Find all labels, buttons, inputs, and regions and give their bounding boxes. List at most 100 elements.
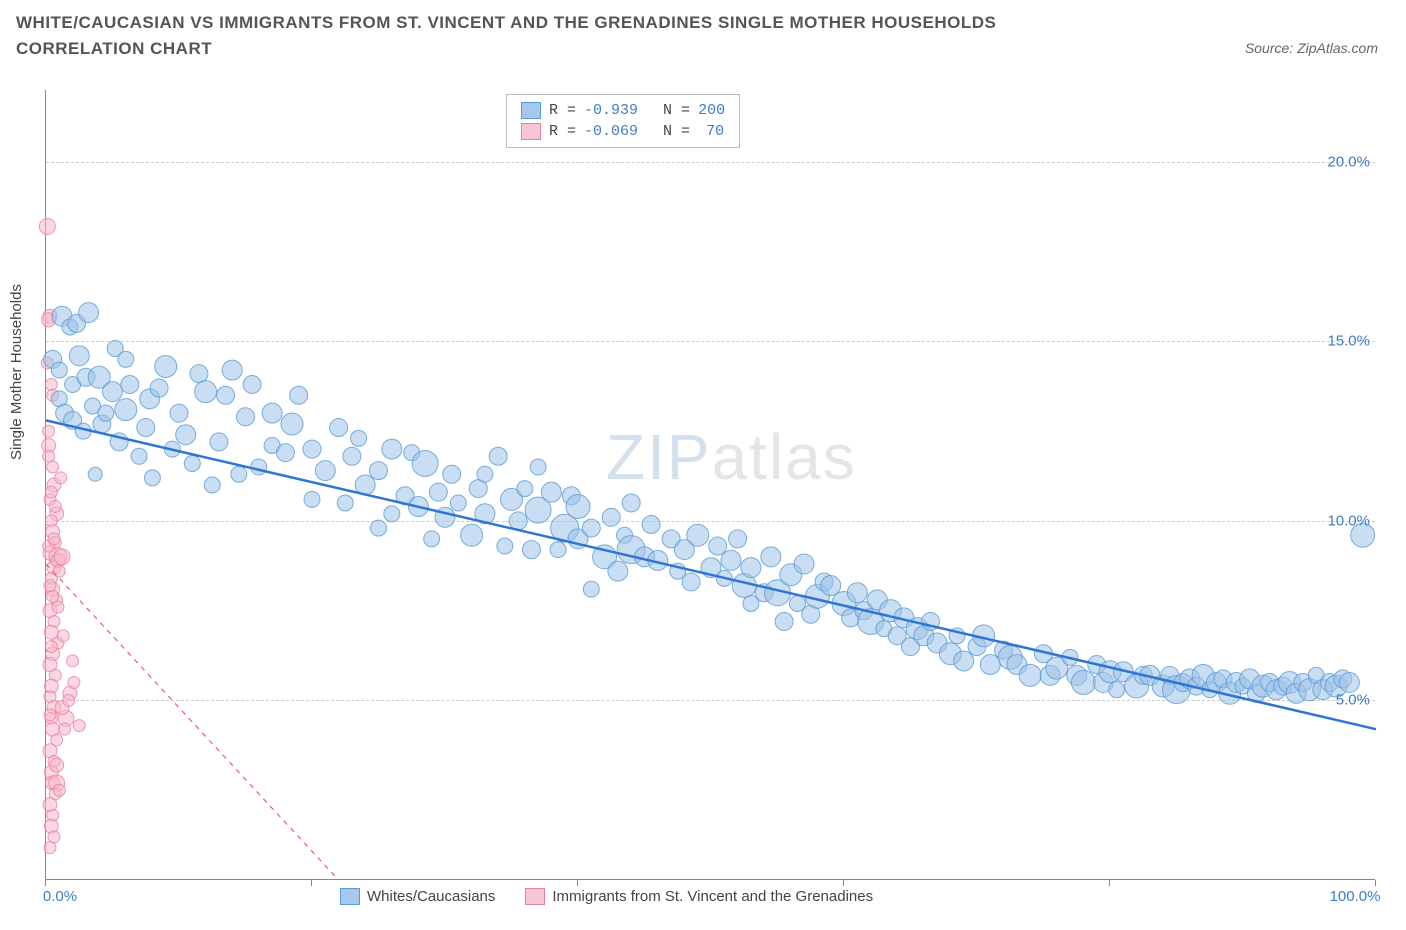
data-point: [43, 425, 55, 437]
pink-series-label: Immigrants from St. Vincent and the Gren…: [552, 888, 873, 905]
data-point: [48, 533, 60, 545]
pink-swatch-icon: [521, 123, 541, 140]
data-point: [52, 601, 64, 613]
data-point: [190, 365, 208, 383]
data-point: [45, 378, 57, 390]
data-point: [48, 831, 60, 843]
data-point: [231, 466, 247, 482]
data-point: [794, 554, 814, 574]
data-point: [709, 537, 727, 555]
data-point: [622, 494, 640, 512]
data-point: [370, 462, 388, 480]
data-point: [608, 561, 628, 581]
data-point: [775, 612, 793, 630]
data-point: [155, 356, 177, 378]
source-attribution: Source: ZipAtlas.com: [1245, 40, 1378, 56]
data-point: [73, 720, 85, 732]
data-point: [59, 723, 71, 735]
scatter-svg: [46, 90, 1376, 880]
x-tick-mark: [577, 880, 578, 886]
data-point: [1339, 673, 1359, 693]
data-point: [57, 630, 69, 642]
x-tick-mark: [843, 880, 844, 886]
chart-container: WHITE/CAUCASIAN VS IMMIGRANTS FROM ST. V…: [0, 0, 1406, 930]
y-tick-label: 15.0%: [1315, 333, 1370, 350]
data-point: [47, 461, 59, 473]
data-point: [821, 576, 841, 596]
data-point: [243, 375, 261, 393]
plot-area: ZIPatlas R = -0.939 N = 200 R = -0.069 N…: [45, 90, 1375, 880]
chart-title: WHITE/CAUCASIAN VS IMMIGRANTS FROM ST. V…: [16, 10, 1116, 61]
data-point: [103, 382, 123, 402]
data-point: [566, 495, 590, 519]
data-point: [602, 508, 620, 526]
data-point: [1071, 671, 1095, 695]
data-point: [262, 403, 282, 423]
data-point: [337, 495, 353, 511]
series-legend: Whites/Caucasians Immigrants from St. Vi…: [340, 888, 873, 905]
data-point: [63, 694, 75, 706]
blue-swatch-icon: [521, 102, 541, 119]
data-point: [1019, 664, 1041, 686]
data-point: [315, 461, 335, 481]
data-point: [45, 486, 57, 498]
x-tick-mark: [1375, 880, 1376, 886]
trend-line: [46, 564, 339, 880]
data-point: [55, 472, 67, 484]
data-point: [195, 381, 217, 403]
data-point: [39, 218, 55, 234]
data-point: [68, 677, 80, 689]
data-point: [343, 447, 361, 465]
data-point: [51, 362, 67, 378]
pink-r-value: -0.069: [584, 121, 638, 142]
data-point: [276, 444, 294, 462]
data-point: [54, 549, 70, 565]
data-point: [424, 531, 440, 547]
data-point: [210, 433, 228, 451]
data-point: [204, 477, 220, 493]
data-point: [98, 405, 114, 421]
data-point: [222, 360, 242, 380]
y-tick-label: 20.0%: [1315, 153, 1370, 170]
x-tick-mark: [311, 880, 312, 886]
data-point: [330, 419, 348, 437]
blue-n-value: 200: [698, 100, 725, 121]
data-point: [53, 565, 65, 577]
data-point: [847, 583, 867, 603]
data-point: [429, 483, 447, 501]
y-axis-label: Single Mother Households: [8, 284, 25, 460]
data-point: [384, 506, 400, 522]
data-point: [170, 404, 188, 422]
data-point: [69, 346, 89, 366]
data-point: [304, 491, 320, 507]
data-point: [583, 581, 599, 597]
data-point: [53, 784, 65, 796]
data-point: [351, 430, 367, 446]
data-point: [509, 512, 527, 530]
data-point: [44, 842, 56, 854]
data-point: [371, 520, 387, 536]
data-point: [477, 466, 493, 482]
data-point: [980, 655, 1000, 675]
data-point: [44, 580, 56, 592]
correlation-legend: R = -0.939 N = 200 R = -0.069 N = 70: [506, 94, 740, 148]
data-point: [497, 538, 513, 554]
data-point: [43, 450, 55, 462]
data-point: [741, 558, 761, 578]
y-tick-label: 10.0%: [1315, 512, 1370, 529]
data-point: [176, 425, 196, 445]
data-point: [79, 303, 99, 323]
pink-swatch-icon: [525, 888, 545, 905]
data-point: [461, 524, 483, 546]
data-point: [251, 459, 267, 475]
data-point: [522, 541, 540, 559]
legend-item-pink: Immigrants from St. Vincent and the Gren…: [525, 888, 873, 905]
y-tick-label: 5.0%: [1315, 692, 1370, 709]
data-point: [121, 375, 139, 393]
data-point: [682, 573, 700, 591]
blue-series-label: Whites/Caucasians: [367, 888, 495, 905]
data-point: [530, 459, 546, 475]
data-point: [450, 495, 466, 511]
data-point: [49, 501, 61, 513]
data-point: [131, 448, 147, 464]
